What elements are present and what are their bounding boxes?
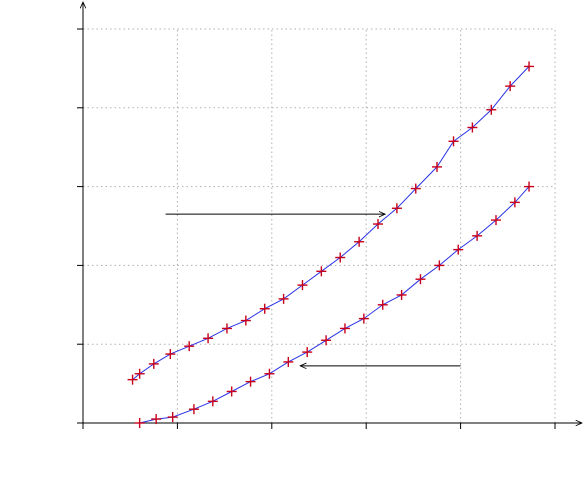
data-point <box>524 61 535 72</box>
data-point <box>226 386 237 397</box>
data-point <box>467 122 478 133</box>
data-point <box>297 280 308 291</box>
data-point <box>221 323 232 334</box>
data-point <box>391 203 402 214</box>
data-point <box>335 252 346 263</box>
data-point <box>396 289 407 300</box>
data-point <box>151 414 162 425</box>
data-point <box>491 215 501 226</box>
data-point <box>127 374 138 385</box>
data-point <box>354 236 365 247</box>
data-point <box>509 197 520 208</box>
data-point <box>373 219 383 230</box>
series-group <box>127 61 535 428</box>
data-point <box>410 183 421 194</box>
series-1 <box>127 61 535 385</box>
data-point <box>134 368 145 379</box>
data-point <box>245 376 256 387</box>
data-point <box>167 412 178 423</box>
data-point <box>207 396 218 407</box>
data-point <box>358 313 369 324</box>
series-line <box>132 66 530 381</box>
annotations <box>165 214 461 366</box>
data-point <box>264 368 275 379</box>
data-point <box>188 404 199 415</box>
data-point <box>302 347 313 358</box>
data-point <box>472 230 483 241</box>
data-point <box>505 81 516 92</box>
data-point <box>448 136 459 147</box>
data-point <box>524 181 535 192</box>
data-point <box>415 274 426 285</box>
data-point <box>134 418 145 428</box>
data-point <box>240 315 251 326</box>
data-point <box>148 358 159 369</box>
data-point <box>453 244 464 255</box>
data-point <box>278 293 289 304</box>
data-point <box>434 260 445 271</box>
data-point <box>259 303 270 314</box>
data-point <box>203 333 214 344</box>
axes <box>77 2 582 429</box>
data-point <box>339 323 350 334</box>
series-line <box>139 186 530 424</box>
data-point <box>184 341 195 352</box>
data-point <box>321 335 332 346</box>
data-point <box>165 349 176 360</box>
data-point <box>316 266 327 277</box>
data-point <box>486 104 497 115</box>
data-point <box>377 299 388 310</box>
data-point <box>432 161 442 172</box>
series-2 <box>134 181 535 428</box>
data-point <box>283 356 294 367</box>
